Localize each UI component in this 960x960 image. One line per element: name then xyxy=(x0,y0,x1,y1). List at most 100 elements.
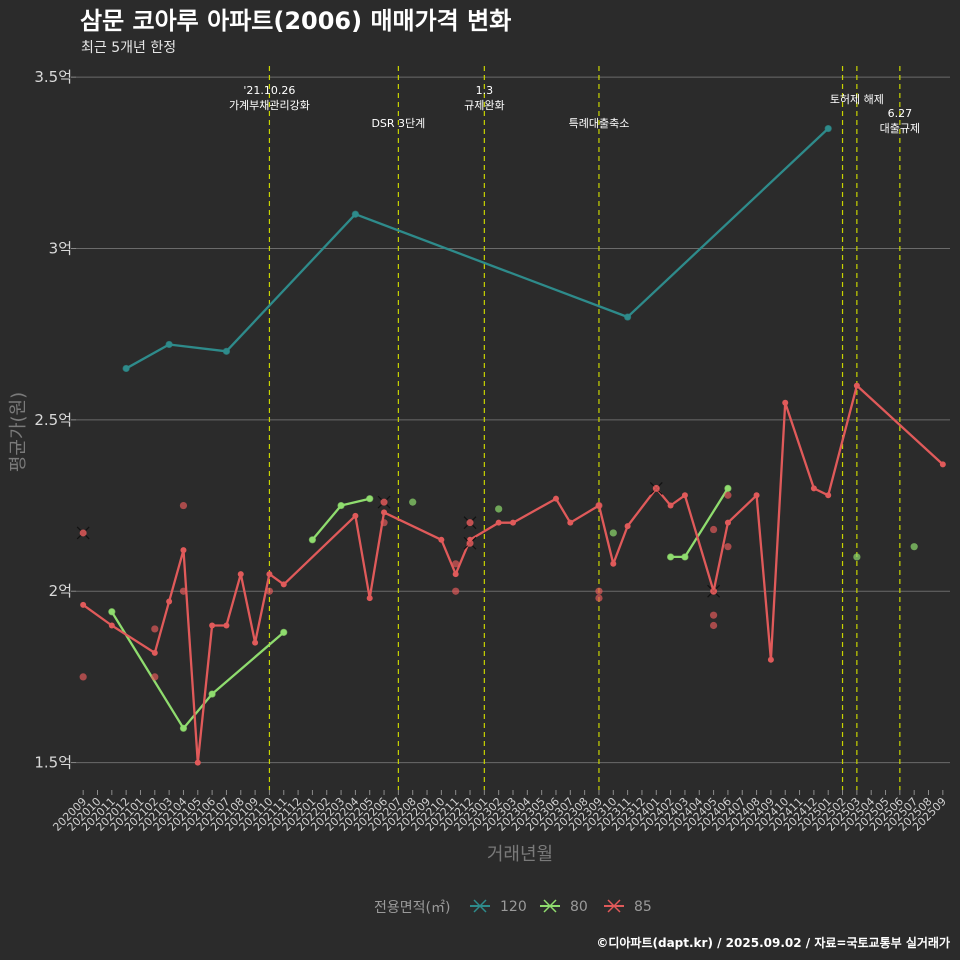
series-85-vertex xyxy=(567,519,574,526)
chart-title: 삼문 코아루 아파트(2006) 매매가격 변화 xyxy=(80,7,511,35)
series-80-vertex xyxy=(724,485,731,492)
series-85-vertex xyxy=(237,571,244,578)
legend-label-85: 85 xyxy=(634,899,652,915)
series-85-vertex xyxy=(280,581,287,588)
series-80-vertex xyxy=(667,553,674,560)
y-tick-label: 1.5억 xyxy=(34,754,72,772)
series-85-vertex xyxy=(209,622,216,629)
event-label: 토허제 해제 xyxy=(830,92,884,106)
series-85-line xyxy=(82,384,944,764)
event-label: 가계부채관리강화 xyxy=(229,99,310,112)
event-label: 대출규제 xyxy=(880,122,920,135)
series-85-vertex xyxy=(381,509,388,516)
series-85-vertex xyxy=(552,495,559,502)
series-85-cross-point xyxy=(652,484,660,492)
legend-label-120: 120 xyxy=(500,899,527,915)
series-85-cross-point xyxy=(380,498,388,506)
event-label: 1.3 xyxy=(476,84,494,97)
series-85-point xyxy=(709,611,718,619)
event-label: 규제완화 xyxy=(464,99,504,112)
series-85-point xyxy=(79,673,87,681)
series-80-vertex xyxy=(108,608,115,615)
series-120-vertex xyxy=(624,314,631,321)
series-85-point xyxy=(709,621,718,630)
series-85-point xyxy=(452,587,460,595)
legend-key-80-x xyxy=(543,899,557,913)
series-80-line xyxy=(110,611,285,730)
series-85-point xyxy=(595,587,603,595)
series-85-point xyxy=(709,525,718,534)
series-85-vertex xyxy=(825,492,832,499)
series-120-vertex xyxy=(352,211,359,218)
series-85-point xyxy=(724,491,732,499)
series-85-vertex xyxy=(681,492,688,499)
series-120-vertex xyxy=(166,341,173,348)
legend-key-85-x xyxy=(607,899,621,913)
event-label: '21.10.26 xyxy=(243,84,295,97)
y-axis-ticks: 1.5억 2억 2.5억 3억 3.5억 xyxy=(34,68,76,772)
series-80-point xyxy=(609,529,617,537)
event-label: 특례대출축소 xyxy=(569,117,630,130)
series-85-vertex xyxy=(810,485,817,492)
series-85-vertex xyxy=(252,639,259,646)
series-85-vertex xyxy=(753,492,760,499)
series-80-point xyxy=(853,553,861,561)
series-85-cross-point xyxy=(710,587,718,595)
series-80-vertex xyxy=(681,553,688,560)
legend: 전용면적(㎡) 120 80 85 xyxy=(374,899,652,916)
event-label: DSR 3단계 xyxy=(371,117,425,130)
series-80-vertex xyxy=(366,495,373,502)
series-85-vertex xyxy=(724,519,731,526)
caption: ©디아파트(dapt.kr) / 2025.09.02 / 자료=국토교통부 실… xyxy=(596,935,950,950)
series-85-vertex xyxy=(80,601,87,608)
series-85-vertex xyxy=(667,502,674,509)
series-85-vertex xyxy=(438,536,445,543)
y-tick-label: 3.5억 xyxy=(34,68,72,86)
chart-subtitle: 최근 5개년 한정 xyxy=(81,40,176,56)
series-85-vertex xyxy=(595,502,602,509)
legend-label-80: 80 xyxy=(570,899,588,915)
series-80-vertex xyxy=(180,725,187,732)
x-axis-ticks: 2020092020102020112020122021012021022021… xyxy=(50,790,949,834)
y-tick-label: 2.5억 xyxy=(34,411,72,429)
series-85-point xyxy=(265,587,274,595)
series-80-vertex xyxy=(309,536,316,543)
series-120-line xyxy=(125,127,829,370)
series-85-cross-point xyxy=(466,519,474,527)
y-tick-label: 2억 xyxy=(49,582,72,600)
series-85-point xyxy=(452,560,460,568)
series-85-vertex xyxy=(510,519,516,526)
series-120-vertex xyxy=(825,125,832,132)
series-80-point xyxy=(409,498,417,506)
series-85-point xyxy=(724,543,732,551)
series-85-vertex xyxy=(194,759,201,766)
series-85-vertex xyxy=(366,595,373,602)
series-85-cross-point xyxy=(79,529,87,537)
series-85-point xyxy=(595,594,603,602)
series-80-point xyxy=(495,505,503,513)
series-85-point xyxy=(151,625,159,633)
series-120-vertex xyxy=(223,348,230,355)
series-85-vertex xyxy=(452,571,459,578)
event-label: 6.27 xyxy=(888,107,913,120)
series-85-vertex xyxy=(166,598,173,605)
series-85-vertex xyxy=(767,656,774,663)
series-120-vertex xyxy=(123,365,130,372)
series-85-vertex xyxy=(853,382,860,389)
series-80-point xyxy=(910,543,918,551)
series-85-vertex xyxy=(266,571,273,578)
legend-key-120-x xyxy=(473,899,487,913)
y-tick-label: 3억 xyxy=(49,239,72,257)
series-80-vertex xyxy=(280,629,287,636)
series-85-vertex xyxy=(108,622,115,629)
series-85-vertex xyxy=(180,547,187,554)
series-85-point xyxy=(179,501,188,510)
series-layer xyxy=(76,124,946,766)
y-axis-title: 평균가(원) xyxy=(8,392,29,472)
x-axis-title: 거래년월 xyxy=(487,844,553,865)
series-85-vertex xyxy=(495,519,502,526)
series-85-vertex xyxy=(151,649,158,656)
y-gridlines xyxy=(76,76,950,764)
